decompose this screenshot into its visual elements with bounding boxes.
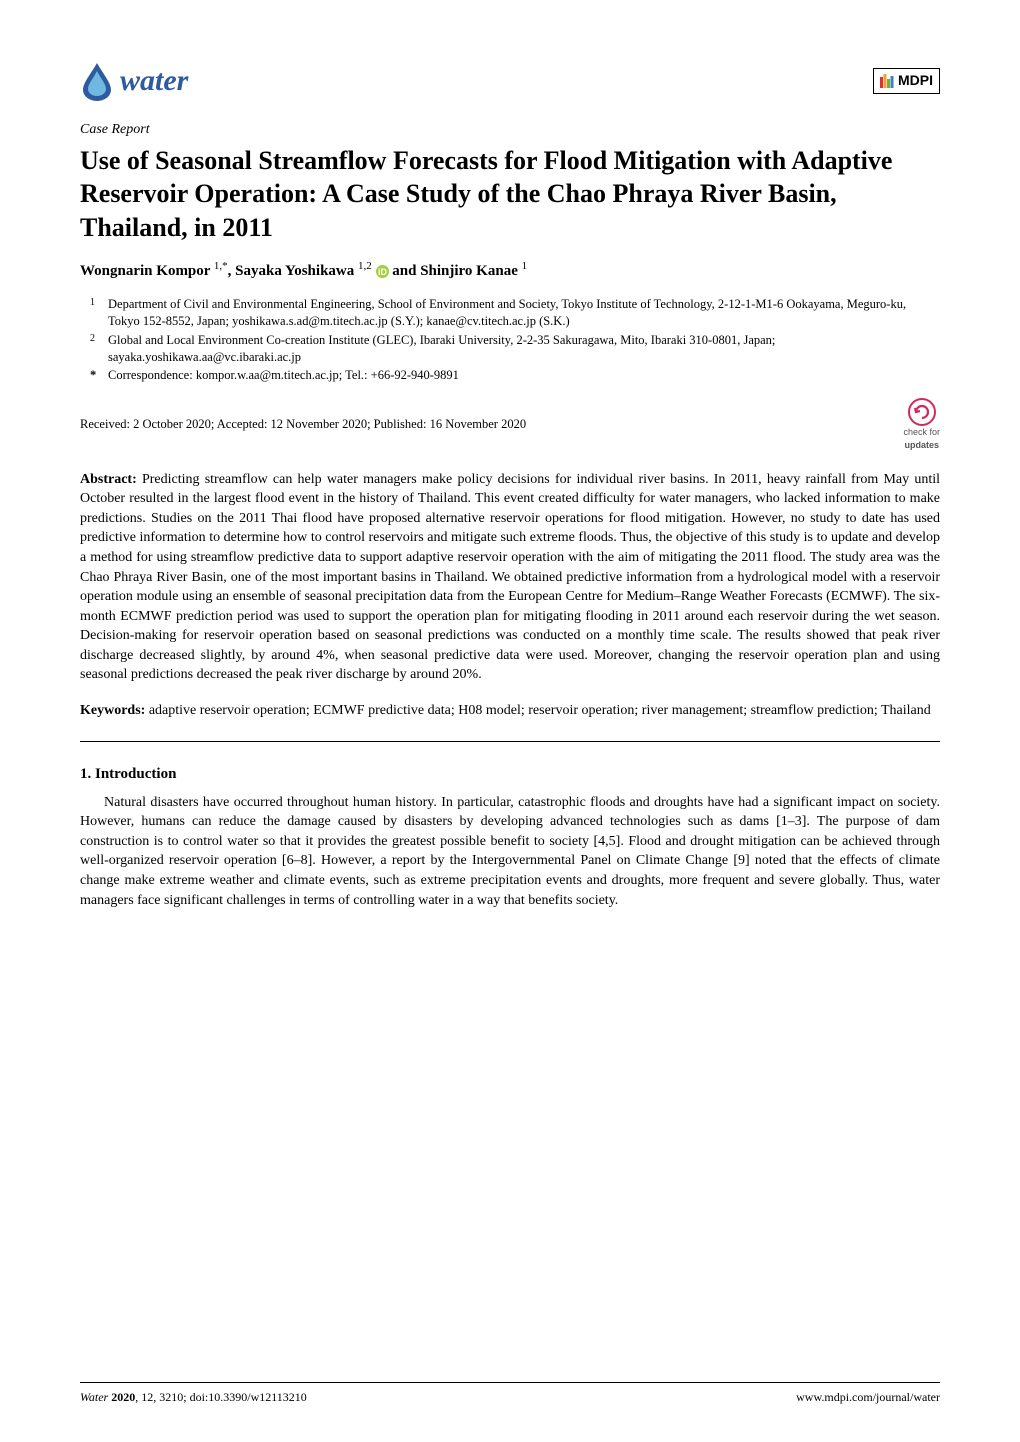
introduction-paragraph: Natural disasters have occurred througho… xyxy=(80,793,940,911)
check-for-updates-link[interactable]: check for updates xyxy=(903,398,940,451)
water-drop-icon xyxy=(80,61,114,101)
section-heading-introduction: 1. Introduction xyxy=(80,764,940,785)
publisher-logo: MDPI xyxy=(873,68,940,94)
abstract: Abstract: Predicting streamflow can help… xyxy=(80,470,940,686)
check-updates-icon xyxy=(908,398,936,426)
journal-name: water xyxy=(120,60,188,102)
keywords-text: adaptive reservoir operation; ECMWF pred… xyxy=(149,703,931,718)
authors-line: Wongnarin Kompor 1,*, Sayaka Yoshikawa 1… xyxy=(80,259,940,282)
abstract-text: Predicting streamflow can help water man… xyxy=(80,472,940,683)
author-3: Shinjiro Kanae 1 xyxy=(420,263,527,279)
author-1: Wongnarin Kompor 1,* xyxy=(80,263,228,279)
svg-text:iD: iD xyxy=(378,267,388,277)
article-title: Use of Seasonal Streamflow Forecasts for… xyxy=(80,144,940,245)
section-divider xyxy=(80,741,940,742)
affiliation-1: 1 Department of Civil and Environmental … xyxy=(108,296,940,330)
footer-citation: Water 2020, 12, 3210; doi:10.3390/w12113… xyxy=(80,1389,307,1406)
dates-row: Received: 2 October 2020; Accepted: 12 N… xyxy=(80,398,940,451)
publisher-name: MDPI xyxy=(898,71,933,91)
check-updates-label1: check for xyxy=(903,426,940,439)
publication-dates: Received: 2 October 2020; Accepted: 12 N… xyxy=(80,416,526,434)
check-updates-label2: updates xyxy=(904,439,939,452)
keywords: Keywords: adaptive reservoir operation; … xyxy=(80,701,940,721)
author-2: Sayaka Yoshikawa 1,2 iD xyxy=(235,263,392,279)
journal-logo: water xyxy=(80,60,188,102)
orcid-icon: iD xyxy=(376,265,389,278)
correspondence: * Correspondence: kompor.w.aa@m.titech.a… xyxy=(108,367,940,384)
page-footer: Water 2020, 12, 3210; doi:10.3390/w12113… xyxy=(80,1382,940,1406)
affiliation-2: 2 Global and Local Environment Co-creati… xyxy=(108,332,940,366)
affiliations: 1 Department of Civil and Environmental … xyxy=(80,296,940,384)
keywords-label: Keywords: xyxy=(80,703,145,718)
abstract-label: Abstract: xyxy=(80,472,137,487)
footer-journal-link[interactable]: www.mdpi.com/journal/water xyxy=(796,1389,940,1406)
header-row: water MDPI xyxy=(80,60,940,102)
mdpi-icon xyxy=(880,74,894,88)
article-type: Case Report xyxy=(80,120,940,140)
